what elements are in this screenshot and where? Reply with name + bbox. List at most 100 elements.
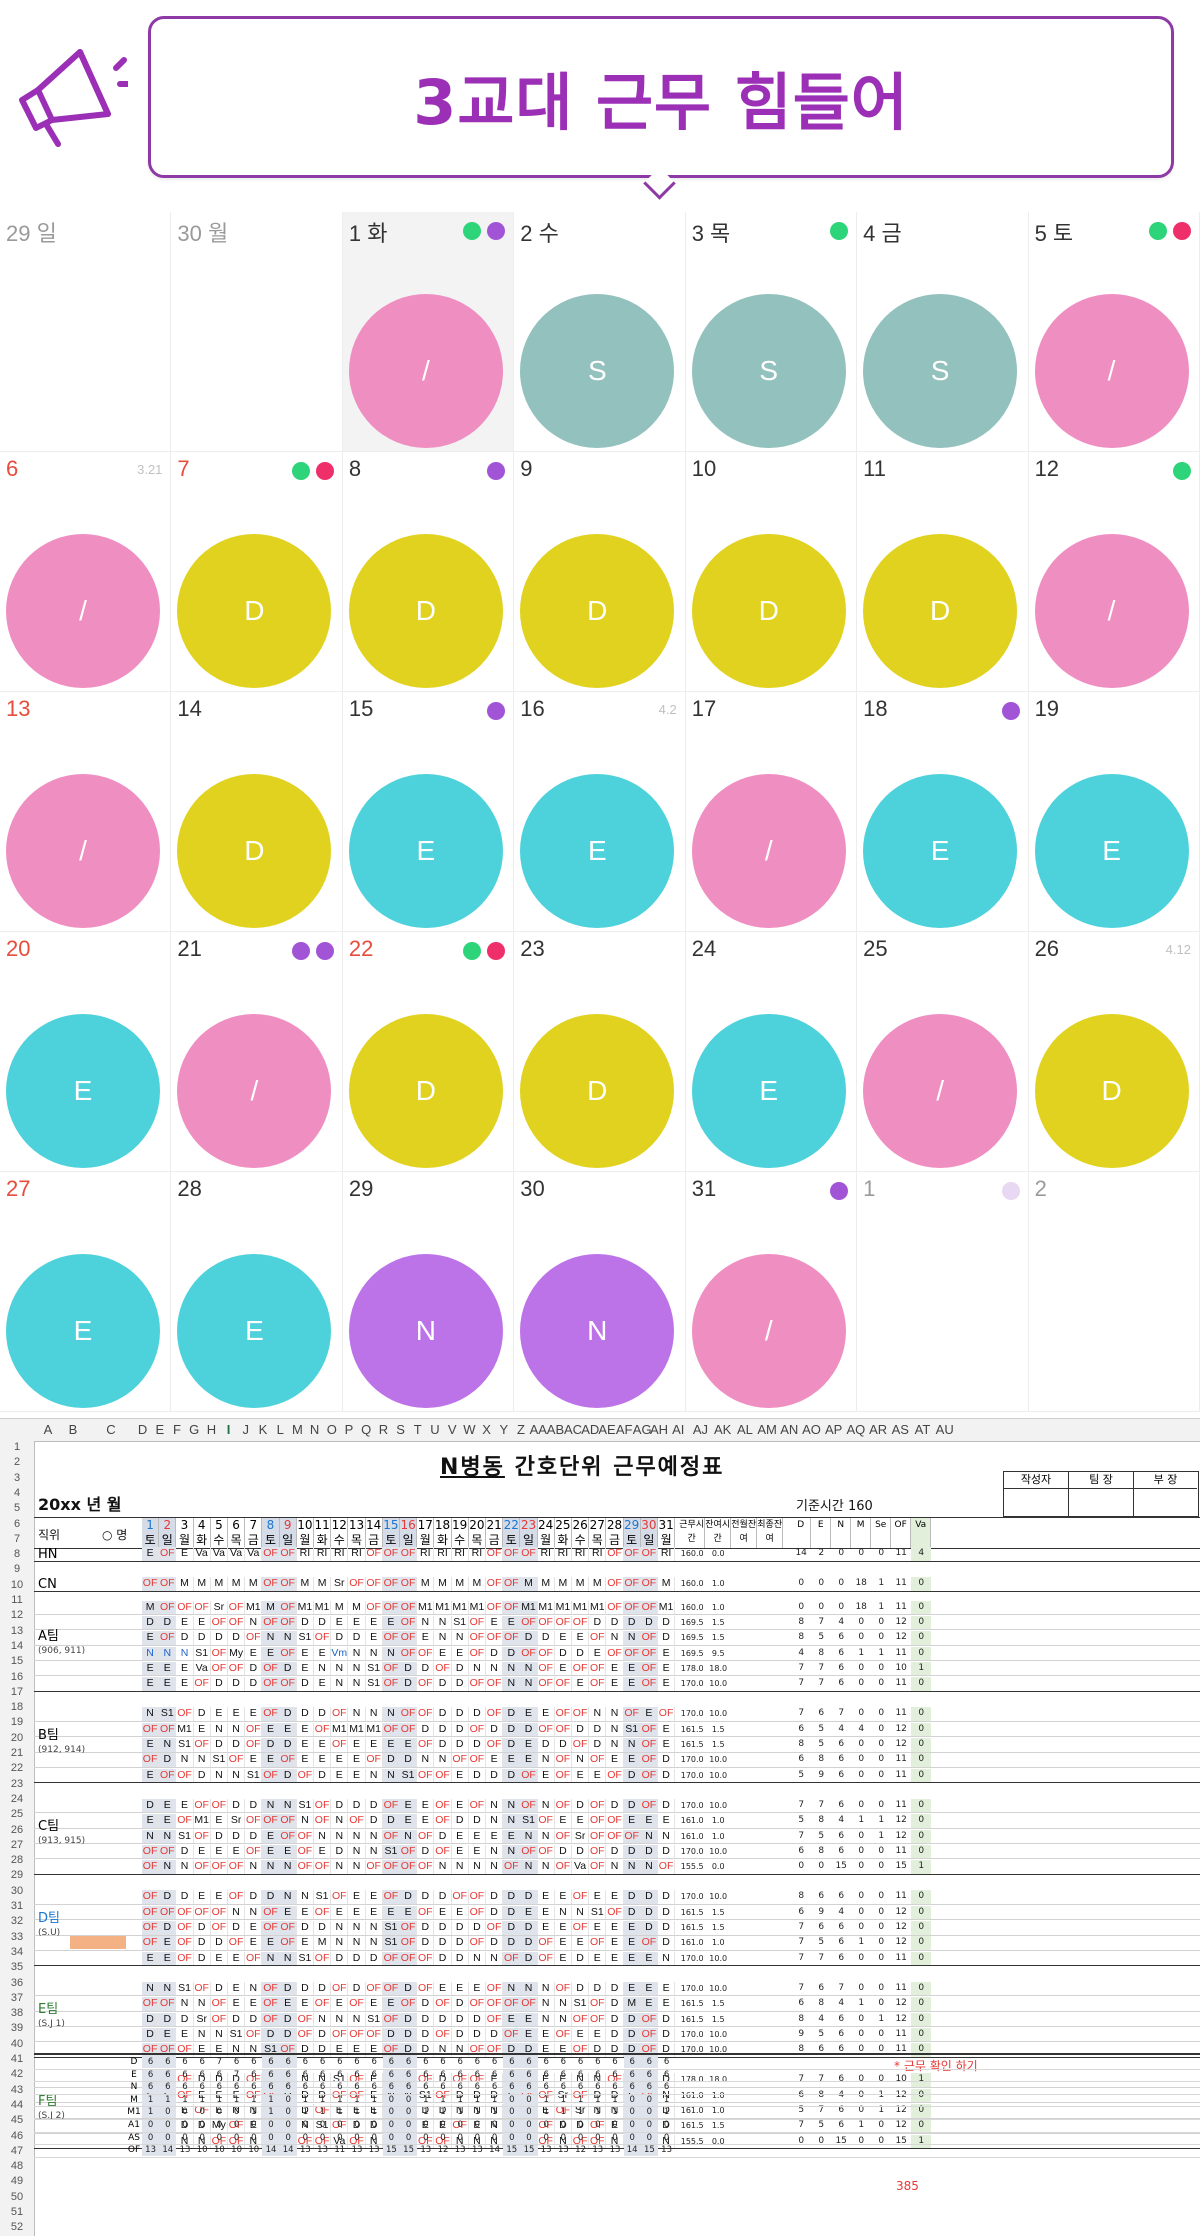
shift-cell[interactable]: E bbox=[538, 1890, 555, 1904]
shift-cell[interactable]: N bbox=[142, 1646, 160, 1661]
column-letter[interactable]: AN bbox=[780, 1422, 799, 1437]
column-letter[interactable]: R bbox=[378, 1422, 389, 1437]
shift-cell[interactable]: OF bbox=[417, 1646, 435, 1661]
shift-cell[interactable]: OF bbox=[538, 1661, 555, 1676]
shift-circle[interactable]: / bbox=[1034, 534, 1189, 688]
shift-cell[interactable]: OF bbox=[640, 1646, 658, 1661]
shift-cell[interactable]: OF bbox=[142, 1753, 160, 1767]
shift-cell[interactable]: OF bbox=[297, 1860, 314, 1874]
shift-cell[interactable]: N bbox=[640, 1860, 658, 1874]
shift-cell[interactable]: N bbox=[538, 1753, 555, 1767]
shift-circle[interactable]: D bbox=[691, 534, 846, 688]
shift-cell[interactable]: M bbox=[331, 1600, 349, 1615]
shift-cell[interactable]: OF bbox=[538, 1936, 555, 1950]
shift-cell[interactable]: OF bbox=[262, 1577, 280, 1591]
shift-cell[interactable]: N bbox=[520, 1981, 538, 1996]
shift-cell[interactable]: OF bbox=[503, 1631, 521, 1645]
shift-cell[interactable]: E bbox=[228, 1951, 246, 1966]
column-letter[interactable]: AP bbox=[825, 1422, 843, 1437]
shift-cell[interactable]: D bbox=[434, 1738, 452, 1752]
shift-cell[interactable]: S1 bbox=[297, 1951, 314, 1966]
shift-cell[interactable]: D bbox=[623, 1615, 641, 1630]
shift-cell[interactable]: N bbox=[434, 1753, 452, 1767]
shift-cell[interactable]: OF bbox=[589, 1936, 607, 1950]
shift-cell[interactable]: N bbox=[382, 1646, 400, 1661]
shift-cell[interactable]: OF bbox=[279, 1753, 297, 1767]
shift-cell[interactable]: N bbox=[331, 1677, 349, 1691]
shift-cell[interactable]: N bbox=[469, 2134, 486, 2149]
shift-cell[interactable]: OF bbox=[142, 1860, 160, 1874]
shift-cell[interactable]: RI bbox=[658, 1547, 676, 1561]
row-number[interactable]: 42 bbox=[10, 2068, 24, 2081]
shift-cell[interactable]: M bbox=[572, 1577, 590, 1591]
shift-cell[interactable]: OF bbox=[555, 1615, 572, 1630]
shift-cell[interactable]: N bbox=[434, 2043, 452, 2057]
shift-cell[interactable]: E bbox=[452, 1798, 469, 1813]
shift-cell[interactable]: N bbox=[469, 1860, 486, 1874]
shift-cell[interactable]: OF bbox=[640, 2027, 658, 2042]
shift-cell[interactable]: OF bbox=[297, 1844, 314, 1859]
shift-cell[interactable]: E bbox=[245, 1753, 263, 1767]
shift-cell[interactable]: RI bbox=[331, 1547, 349, 1561]
shift-cell[interactable]: M1 bbox=[538, 1600, 555, 1615]
shift-cell[interactable]: N bbox=[176, 2134, 194, 2149]
shift-cell[interactable]: D bbox=[348, 1798, 366, 1813]
shift-cell[interactable]: N bbox=[176, 1997, 194, 2011]
shift-cell[interactable]: N bbox=[503, 1844, 521, 1859]
shift-cell[interactable]: OF bbox=[607, 1577, 624, 1591]
shift-cell[interactable]: N bbox=[348, 1661, 366, 1676]
column-letter[interactable]: AQ bbox=[846, 1422, 866, 1437]
shift-cell[interactable]: D bbox=[589, 1722, 607, 1737]
shift-cell[interactable]: OF bbox=[366, 1860, 383, 1874]
shift-cell[interactable]: OF bbox=[142, 1921, 160, 1935]
shift-cell[interactable]: OF bbox=[469, 1615, 486, 1630]
shift-cell[interactable]: D bbox=[279, 1738, 297, 1752]
shift-circle[interactable]: D bbox=[863, 534, 1018, 688]
shift-cell[interactable]: E bbox=[176, 1661, 194, 1676]
shift-cell[interactable]: D bbox=[572, 1951, 590, 1966]
shift-cell[interactable]: D bbox=[434, 1890, 452, 1904]
shift-cell[interactable]: E bbox=[348, 2043, 366, 2057]
shift-cell[interactable]: N bbox=[382, 1707, 400, 1721]
shift-cell[interactable]: D bbox=[623, 1905, 641, 1920]
shift-cell[interactable]: M bbox=[555, 1577, 572, 1591]
shift-cell[interactable]: OF bbox=[538, 1951, 555, 1966]
shift-cell[interactable]: N bbox=[538, 1981, 555, 1996]
shift-cell[interactable]: E bbox=[658, 1646, 676, 1661]
shift-cell[interactable]: E bbox=[331, 1768, 349, 1783]
shift-cell[interactable]: E bbox=[503, 1753, 521, 1767]
shift-cell[interactable]: E bbox=[331, 2043, 349, 2057]
shift-cell[interactable]: N bbox=[555, 2134, 572, 2149]
shift-cell[interactable]: OF bbox=[331, 1890, 349, 1904]
shift-cell[interactable]: E bbox=[400, 1814, 418, 1828]
shift-cell[interactable]: D bbox=[434, 2073, 452, 2087]
shift-cell[interactable]: D bbox=[194, 1951, 211, 1966]
shift-cell[interactable]: N bbox=[228, 2043, 246, 2057]
shift-cell[interactable]: OF bbox=[435, 2027, 452, 2042]
shift-cell[interactable]: OF bbox=[279, 1936, 297, 1950]
shift-cell[interactable]: N bbox=[194, 2134, 211, 2149]
shift-cell[interactable]: E bbox=[314, 1753, 332, 1767]
shift-cell[interactable]: M bbox=[211, 1577, 228, 1591]
shift-cell[interactable]: M1 bbox=[177, 1722, 194, 1737]
shift-cell[interactable]: E bbox=[658, 1997, 676, 2011]
shift-cell[interactable]: OF bbox=[177, 1707, 194, 1721]
shift-cell[interactable]: OF bbox=[417, 1951, 435, 1966]
shift-cell[interactable]: N bbox=[623, 1738, 641, 1752]
shift-cell[interactable]: D bbox=[572, 1844, 590, 1859]
shift-cell[interactable]: OF bbox=[503, 1997, 521, 2011]
shift-cell[interactable]: D bbox=[469, 2088, 486, 2103]
shift-cell[interactable]: D bbox=[623, 1844, 641, 1859]
shift-cell[interactable]: E bbox=[538, 1707, 555, 1721]
shift-cell[interactable]: Va bbox=[331, 2134, 349, 2149]
shift-cell[interactable]: D bbox=[211, 1738, 228, 1752]
shift-cell[interactable]: OF bbox=[640, 1577, 658, 1591]
shift-cell[interactable]: N bbox=[486, 1798, 504, 1813]
column-letter[interactable]: T bbox=[413, 1422, 422, 1437]
shift-cell[interactable]: OF bbox=[520, 1798, 538, 1813]
shift-cell[interactable]: OF bbox=[331, 1707, 349, 1721]
shift-cell[interactable]: D bbox=[640, 1844, 658, 1859]
shift-cell[interactable]: S1 bbox=[366, 1661, 383, 1676]
shift-cell[interactable]: N bbox=[194, 1997, 211, 2011]
